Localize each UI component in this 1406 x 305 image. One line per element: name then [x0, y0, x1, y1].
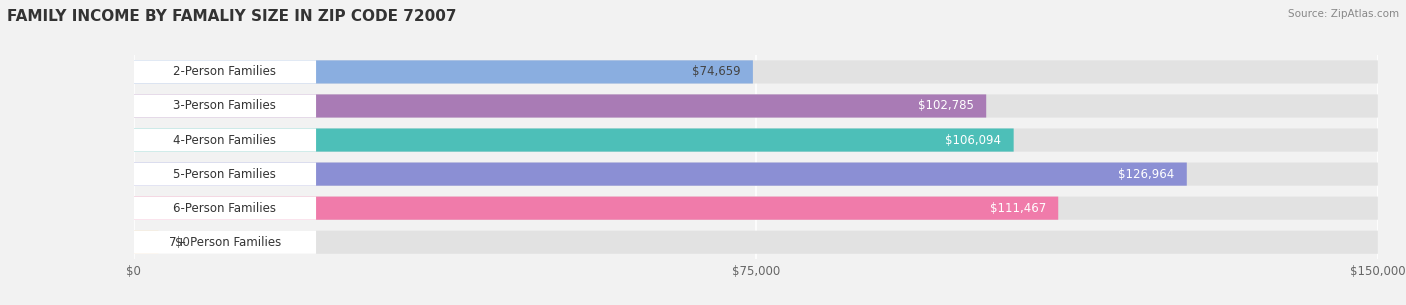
- Text: 7+ Person Families: 7+ Person Families: [169, 236, 281, 249]
- Text: 6-Person Families: 6-Person Families: [173, 202, 277, 215]
- FancyBboxPatch shape: [134, 128, 1014, 152]
- FancyBboxPatch shape: [134, 95, 316, 117]
- FancyBboxPatch shape: [134, 60, 1378, 84]
- FancyBboxPatch shape: [134, 60, 316, 84]
- Text: $126,964: $126,964: [1118, 168, 1174, 181]
- FancyBboxPatch shape: [134, 163, 1187, 186]
- Text: $111,467: $111,467: [990, 202, 1046, 215]
- Text: $102,785: $102,785: [918, 99, 974, 113]
- FancyBboxPatch shape: [134, 231, 1378, 254]
- Text: 5-Person Families: 5-Person Families: [173, 168, 276, 181]
- FancyBboxPatch shape: [134, 128, 316, 152]
- Text: $74,659: $74,659: [692, 66, 741, 78]
- FancyBboxPatch shape: [134, 197, 316, 220]
- FancyBboxPatch shape: [134, 163, 1378, 186]
- Text: $106,094: $106,094: [945, 134, 1001, 146]
- FancyBboxPatch shape: [134, 163, 316, 186]
- FancyBboxPatch shape: [134, 95, 1378, 117]
- Text: Source: ZipAtlas.com: Source: ZipAtlas.com: [1288, 9, 1399, 19]
- FancyBboxPatch shape: [134, 231, 159, 254]
- FancyBboxPatch shape: [134, 231, 316, 254]
- FancyBboxPatch shape: [134, 197, 1378, 220]
- FancyBboxPatch shape: [134, 60, 752, 84]
- Text: FAMILY INCOME BY FAMALIY SIZE IN ZIP CODE 72007: FAMILY INCOME BY FAMALIY SIZE IN ZIP COD…: [7, 9, 457, 24]
- Text: 3-Person Families: 3-Person Families: [173, 99, 276, 113]
- Text: $0: $0: [174, 236, 190, 249]
- Text: 2-Person Families: 2-Person Families: [173, 66, 277, 78]
- FancyBboxPatch shape: [134, 197, 1059, 220]
- FancyBboxPatch shape: [134, 128, 1378, 152]
- FancyBboxPatch shape: [134, 95, 986, 117]
- Text: 4-Person Families: 4-Person Families: [173, 134, 277, 146]
